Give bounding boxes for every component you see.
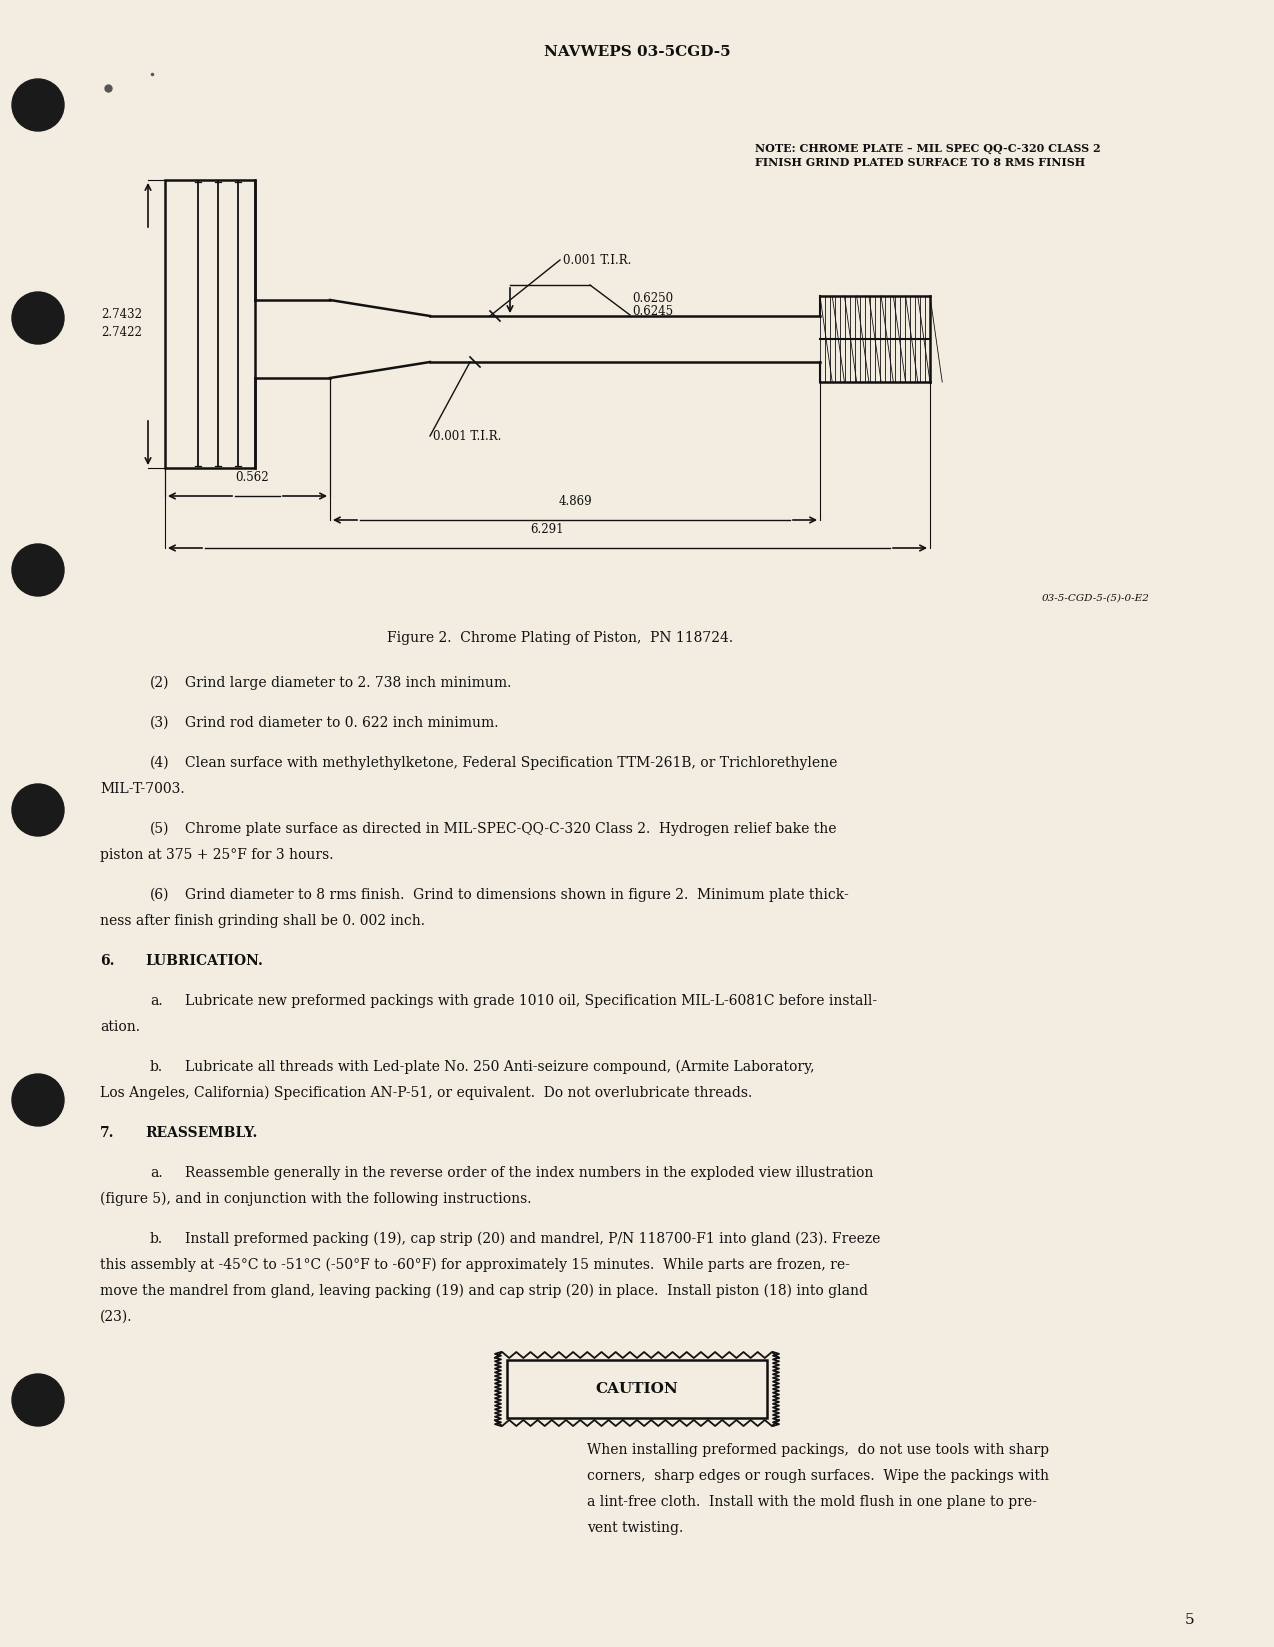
Text: REASSEMBLY.: REASSEMBLY.	[145, 1127, 257, 1140]
Text: 7.: 7.	[99, 1127, 115, 1140]
Text: When installing preformed packings,  do not use tools with sharp: When installing preformed packings, do n…	[587, 1443, 1049, 1458]
Text: (4): (4)	[150, 756, 169, 771]
Text: 6.: 6.	[99, 954, 115, 968]
Text: Install preformed packing (19), cap strip (20) and mandrel, P/N 118700-F1 into g: Install preformed packing (19), cap stri…	[185, 1232, 880, 1247]
Text: Lubricate new preformed packings with grade 1010 oil, Specification MIL-L-6081C : Lubricate new preformed packings with gr…	[185, 995, 877, 1008]
Text: move the mandrel from gland, leaving packing (19) and cap strip (20) in place.  : move the mandrel from gland, leaving pac…	[99, 1285, 868, 1298]
Circle shape	[11, 79, 64, 132]
Circle shape	[11, 784, 64, 837]
Text: (figure 5), and in conjunction with the following instructions.: (figure 5), and in conjunction with the …	[99, 1192, 531, 1206]
Text: 0.6250: 0.6250	[632, 292, 673, 305]
Text: 2.7422: 2.7422	[101, 326, 141, 339]
Text: Grind diameter to 8 rms finish.  Grind to dimensions shown in figure 2.  Minimum: Grind diameter to 8 rms finish. Grind to…	[185, 888, 848, 903]
Text: 0.001 T.I.R.: 0.001 T.I.R.	[563, 254, 632, 267]
Text: (5): (5)	[150, 822, 169, 837]
Text: a.: a.	[150, 1166, 163, 1179]
Text: corners,  sharp edges or rough surfaces.  Wipe the packings with: corners, sharp edges or rough surfaces. …	[587, 1469, 1049, 1482]
Circle shape	[11, 292, 64, 344]
Text: (23).: (23).	[99, 1309, 132, 1324]
Text: (2): (2)	[150, 675, 169, 690]
Bar	[166, 180, 255, 468]
Text: Lubricate all threads with Led-plate No. 250 Anti-seizure compound, (Armite Labo: Lubricate all threads with Led-plate No.…	[185, 1061, 814, 1074]
Text: MIL-T-7003.: MIL-T-7003.	[99, 782, 185, 796]
Text: 0.562: 0.562	[236, 471, 269, 484]
Text: FINISH GRIND PLATED SURFACE TO 8 RMS FINISH: FINISH GRIND PLATED SURFACE TO 8 RMS FIN…	[755, 158, 1085, 168]
Text: Grind rod diameter to 0. 622 inch minimum.: Grind rod diameter to 0. 622 inch minimu…	[185, 716, 498, 730]
Text: (6): (6)	[150, 888, 169, 903]
Text: b.: b.	[150, 1232, 163, 1247]
Text: (3): (3)	[150, 716, 169, 730]
Text: Chrome plate surface as directed in MIL-SPEC-QQ-C-320 Class 2.  Hydrogen relief : Chrome plate surface as directed in MIL-…	[185, 822, 837, 837]
Text: a lint-free cloth.  Install with the mold flush in one plane to pre-: a lint-free cloth. Install with the mold…	[587, 1495, 1037, 1509]
Text: vent twisting.: vent twisting.	[587, 1520, 683, 1535]
Bar	[507, 1360, 767, 1418]
Text: Figure 2.  Chrome Plating of Piston,  PN 118724.: Figure 2. Chrome Plating of Piston, PN 1…	[387, 631, 733, 646]
Text: Los Angeles, California) Specification AN-P-51, or equivalent.  Do not overlubri: Los Angeles, California) Specification A…	[99, 1085, 752, 1100]
Text: ness after finish grinding shall be 0. 002 inch.: ness after finish grinding shall be 0. 0…	[99, 914, 426, 927]
Text: 0.001 T.I.R.: 0.001 T.I.R.	[433, 430, 502, 443]
Text: 6.291: 6.291	[531, 524, 564, 535]
Text: a.: a.	[150, 995, 163, 1008]
Text: 2.7432: 2.7432	[101, 308, 141, 321]
Text: ation.: ation.	[99, 1019, 140, 1034]
Circle shape	[11, 544, 64, 596]
Bar	[497, 1355, 777, 1423]
Text: 0.6245: 0.6245	[632, 305, 673, 318]
Text: CAUTION: CAUTION	[596, 1382, 678, 1397]
Circle shape	[11, 1374, 64, 1426]
Text: this assembly at -45°C to -51°C (-50°F to -60°F) for approximately 15 minutes.  : this assembly at -45°C to -51°C (-50°F t…	[99, 1258, 850, 1273]
Text: 4.869: 4.869	[558, 496, 592, 507]
Text: piston at 375 + 25°F for 3 hours.: piston at 375 + 25°F for 3 hours.	[99, 848, 334, 861]
Text: LUBRICATION.: LUBRICATION.	[145, 954, 262, 968]
Text: Grind large diameter to 2. 738 inch minimum.: Grind large diameter to 2. 738 inch mini…	[185, 675, 511, 690]
Text: Reassemble generally in the reverse order of the index numbers in the exploded v: Reassemble generally in the reverse orde…	[185, 1166, 874, 1179]
Text: NAVWEPS 03-5CGD-5: NAVWEPS 03-5CGD-5	[544, 44, 730, 59]
Text: b.: b.	[150, 1061, 163, 1074]
Text: NOTE: CHROME PLATE – MIL SPEC QQ-C-320 CLASS 2: NOTE: CHROME PLATE – MIL SPEC QQ-C-320 C…	[755, 143, 1101, 153]
Circle shape	[11, 1074, 64, 1127]
Text: 5: 5	[1185, 1612, 1195, 1627]
Text: Clean surface with methylethylketone, Federal Specification TTM-261B, or Trichlo: Clean surface with methylethylketone, Fe…	[185, 756, 837, 771]
Text: 03-5-CGD-5-(5)-0-E2: 03-5-CGD-5-(5)-0-E2	[1042, 593, 1150, 603]
